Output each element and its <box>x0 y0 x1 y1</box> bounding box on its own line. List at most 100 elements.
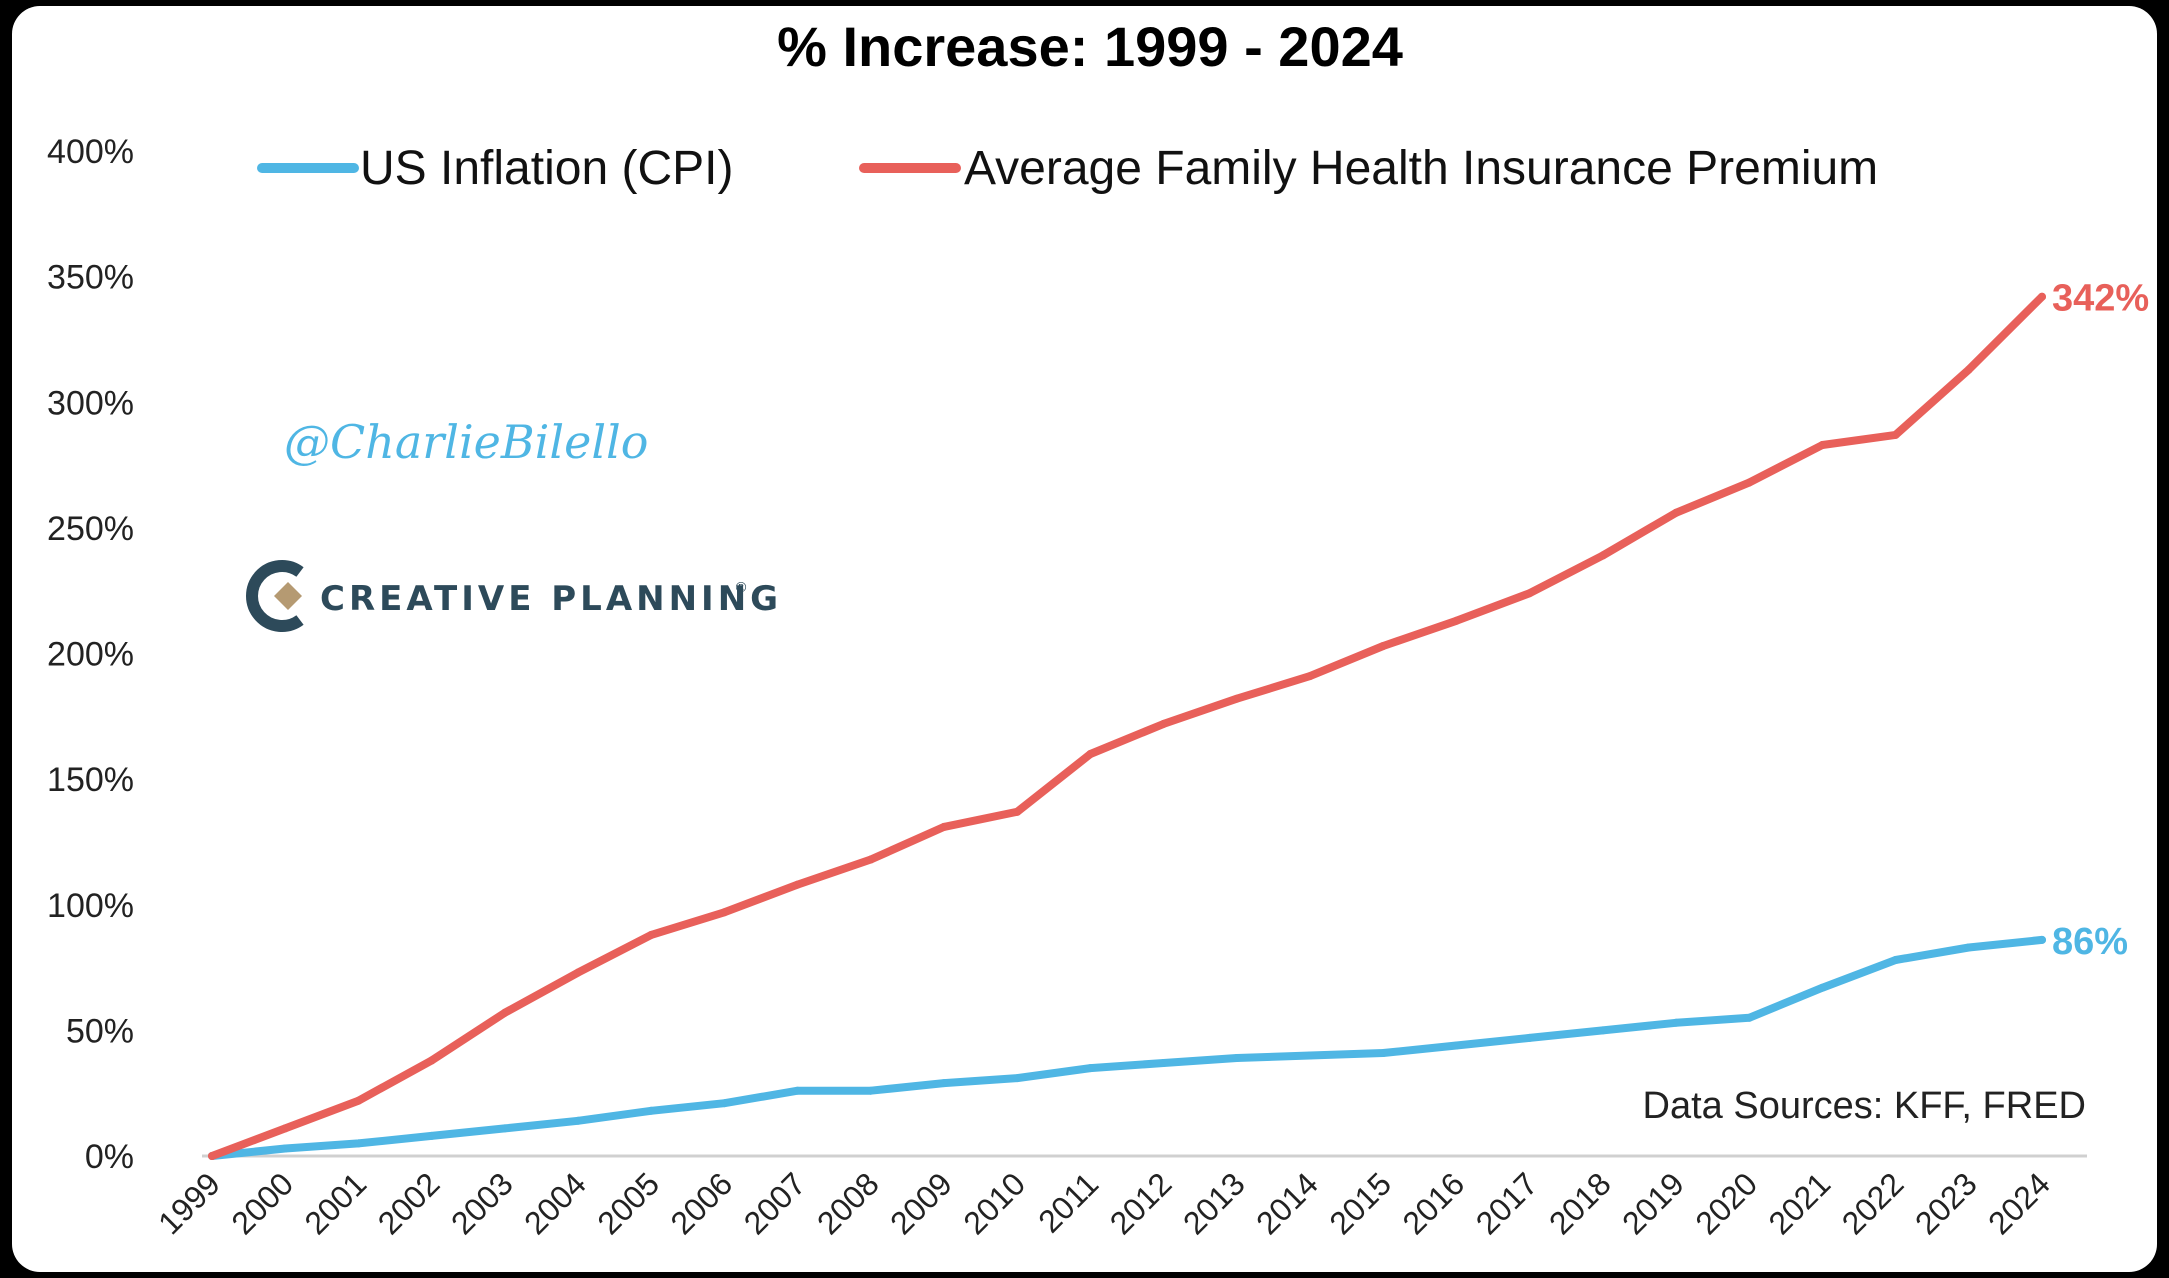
x-tick-label: 2003 <box>444 1165 520 1241</box>
data-point-cpi <box>1306 1051 1314 1060</box>
data-point-premium <box>1086 750 1095 758</box>
x-tick-label: 2006 <box>664 1165 740 1241</box>
author-handle: @CharlieBilello <box>284 415 648 469</box>
data-source-note: Data Sources: KFF, FRED <box>1643 1085 2086 1127</box>
x-axis: 1999200020012002200320042005200620072008… <box>151 1154 2087 1241</box>
data-point-premium <box>940 822 948 831</box>
y-tick-label: 250% <box>47 510 134 548</box>
data-point-premium <box>208 1152 216 1160</box>
data-point-premium <box>1159 719 1168 728</box>
data-point-cpi <box>647 1106 656 1115</box>
data-point-cpi <box>427 1131 436 1140</box>
x-tick-label: 2004 <box>517 1165 593 1241</box>
data-point-premium <box>866 855 875 864</box>
data-point-cpi <box>1891 956 1900 964</box>
x-tick-label: 2015 <box>1322 1165 1398 1241</box>
chart-title: % Increase: 1999 - 2024 <box>777 15 1403 78</box>
x-tick-label: 1999 <box>151 1165 227 1241</box>
x-tick-label: 2008 <box>810 1165 886 1241</box>
y-tick-label: 100% <box>47 887 134 925</box>
data-point-cpi <box>1598 1026 1607 1035</box>
creative-planning-logo: CREATIVE PLANNING ® <box>246 560 782 632</box>
y-tick-label: 150% <box>47 761 134 799</box>
chart-card: % Increase: 1999 - 2024 US Inflation (CP… <box>12 6 2157 1272</box>
data-point-cpi <box>866 1086 875 1095</box>
data-point-premium <box>1818 441 1827 449</box>
data-point-cpi <box>281 1144 290 1153</box>
data-point-premium <box>1745 478 1754 487</box>
y-axis: 0% 50% 100% 150% 200% 250% 300% 350% 400% <box>47 133 134 1176</box>
data-point-cpi <box>793 1086 802 1095</box>
y-tick-label: 0% <box>85 1138 134 1176</box>
logo-mark-icon <box>246 560 304 632</box>
x-tick-label: 2005 <box>590 1165 666 1241</box>
data-point-cpi <box>1818 983 1827 992</box>
data-point-cpi <box>1964 943 1973 952</box>
x-tick-label: 2001 <box>298 1165 374 1241</box>
y-tick-label: 200% <box>47 636 134 674</box>
y-tick-label: 50% <box>66 1012 134 1050</box>
x-tick-label: 2020 <box>1688 1165 1764 1241</box>
data-point-premium <box>1891 430 1900 439</box>
data-point-cpi <box>1086 1064 1095 1073</box>
data-point-cpi <box>940 1079 948 1088</box>
data-point-premium <box>281 1124 290 1133</box>
data-point-premium <box>1525 589 1534 598</box>
series-line-cpi <box>208 935 2046 1160</box>
x-tick-label: 2023 <box>1908 1165 1984 1241</box>
data-point-cpi <box>2038 935 2046 944</box>
data-point-cpi <box>1745 1013 1754 1022</box>
logo-registered-mark: ® <box>734 580 748 596</box>
x-tick-label: 2018 <box>1542 1165 1618 1241</box>
end-label-cpi: 86% <box>2052 921 2128 963</box>
series-line-premium <box>208 292 2046 1160</box>
data-point-cpi <box>1525 1033 1534 1042</box>
data-point-cpi <box>500 1124 509 1133</box>
x-tick-label: 2000 <box>224 1165 300 1241</box>
x-tick-label: 2011 <box>1031 1165 1105 1239</box>
data-point-premium <box>1598 551 1607 560</box>
x-tick-label: 2016 <box>1396 1165 1472 1241</box>
data-point-premium <box>1013 807 1022 816</box>
data-point-cpi <box>574 1116 582 1125</box>
legend-label-premium: Average Family Health Insurance Premium <box>964 142 1878 195</box>
y-tick-label: 300% <box>47 384 134 422</box>
x-tick-label: 2012 <box>1103 1165 1179 1241</box>
data-point-premium <box>647 930 656 939</box>
x-tick-label: 2014 <box>1249 1165 1325 1241</box>
logo-text: CREATIVE PLANNING <box>320 579 782 619</box>
data-point-premium <box>1379 642 1388 650</box>
data-point-cpi <box>1672 1018 1680 1027</box>
data-point-premium <box>1306 672 1314 681</box>
data-point-premium <box>793 880 802 889</box>
data-point-cpi <box>1452 1041 1461 1050</box>
x-tick-label: 2002 <box>371 1165 447 1241</box>
chart-svg: % Increase: 1999 - 2024 US Inflation (CP… <box>47 15 2149 1241</box>
series-layer <box>208 292 2046 1160</box>
y-tick-label: 400% <box>47 133 134 171</box>
data-point-premium <box>720 908 729 917</box>
x-tick-label: 2021 <box>1762 1165 1838 1241</box>
data-point-cpi <box>720 1099 729 1108</box>
data-point-premium <box>427 1056 436 1065</box>
end-label-premium: 342% <box>2052 278 2149 320</box>
data-point-premium <box>1964 365 1973 374</box>
data-point-premium <box>354 1096 363 1105</box>
end-labels: 86% 342% <box>2052 278 2149 963</box>
x-tick-label: 2010 <box>956 1165 1032 1241</box>
data-point-cpi <box>354 1139 363 1148</box>
x-tick-label: 2022 <box>1835 1165 1911 1241</box>
x-tick-label: 2019 <box>1615 1165 1691 1241</box>
data-point-cpi <box>1232 1054 1241 1062</box>
y-tick-label: 350% <box>47 259 134 297</box>
x-tick-label: 2007 <box>737 1165 813 1241</box>
data-point-cpi <box>1159 1059 1168 1067</box>
data-point-premium <box>500 1008 509 1017</box>
legend-label-cpi: US Inflation (CPI) <box>360 142 733 195</box>
legend: US Inflation (CPI) Average Family Health… <box>257 142 1878 195</box>
data-point-premium <box>1672 508 1680 517</box>
data-point-cpi <box>1379 1049 1388 1057</box>
x-tick-label: 2013 <box>1176 1165 1252 1241</box>
data-point-premium <box>1232 694 1241 703</box>
data-point-premium <box>1452 616 1461 625</box>
